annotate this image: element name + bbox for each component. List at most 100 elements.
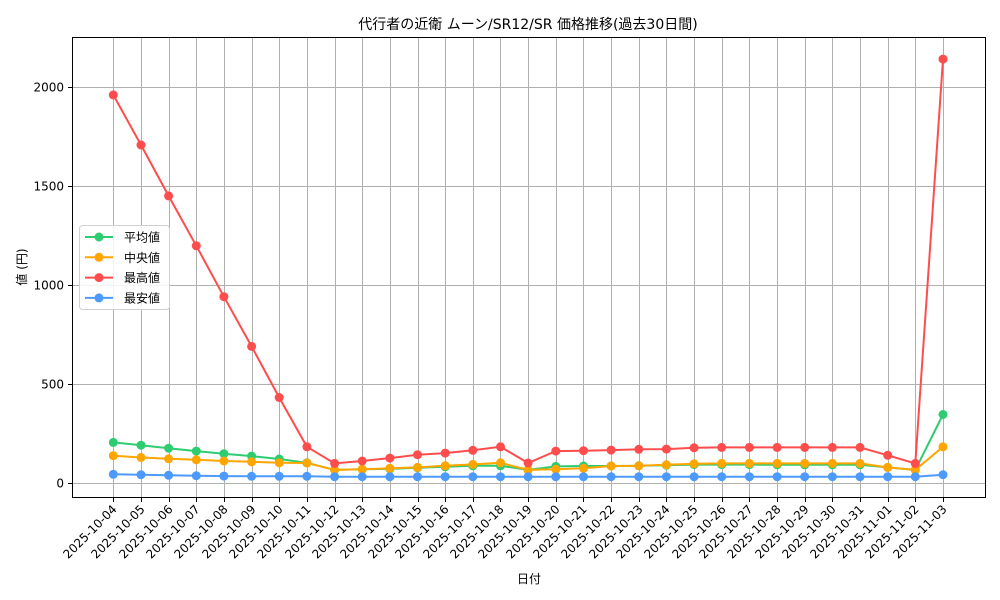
data-point xyxy=(164,443,174,453)
data-point xyxy=(744,442,754,452)
data-point xyxy=(357,472,367,482)
data-point xyxy=(164,191,174,201)
data-point xyxy=(136,440,146,450)
data-point xyxy=(661,444,671,454)
data-point xyxy=(579,446,588,456)
data-point xyxy=(855,458,865,468)
data-point xyxy=(772,458,782,468)
data-point xyxy=(385,453,395,463)
data-point xyxy=(938,54,948,64)
legend-box xyxy=(79,225,170,310)
data-point xyxy=(191,455,201,465)
data-point xyxy=(689,459,699,469)
data-point xyxy=(938,410,948,419)
data-point xyxy=(302,471,312,481)
data-point xyxy=(496,458,505,468)
data-point xyxy=(938,470,948,480)
data-point xyxy=(606,445,616,455)
data-point xyxy=(330,472,340,482)
data-point xyxy=(136,453,146,462)
data-point xyxy=(634,461,644,471)
data-point xyxy=(661,472,671,482)
data-point xyxy=(247,471,257,481)
legend-label: 平均値 xyxy=(124,230,160,245)
data-point xyxy=(717,442,727,452)
y-tick-label: 500 xyxy=(41,378,64,392)
data-point xyxy=(689,443,699,453)
legend-label: 最高値 xyxy=(124,270,160,285)
legend-marker xyxy=(94,252,104,262)
data-point xyxy=(772,472,782,482)
data-point xyxy=(385,463,395,473)
data-point xyxy=(219,292,229,302)
data-point xyxy=(827,442,837,452)
data-point xyxy=(108,451,118,461)
data-point xyxy=(413,462,422,472)
data-point xyxy=(551,446,561,456)
data-point xyxy=(634,472,644,482)
data-point xyxy=(468,459,478,469)
data-point xyxy=(827,458,837,468)
data-point xyxy=(247,457,257,467)
data-point xyxy=(191,241,201,251)
data-point xyxy=(661,460,671,470)
data-point xyxy=(191,471,201,481)
grid-lines xyxy=(72,37,986,498)
data-point xyxy=(855,472,865,482)
data-point xyxy=(219,456,229,466)
data-point xyxy=(551,464,561,474)
data-point xyxy=(744,472,754,482)
data-point xyxy=(496,442,505,452)
data-point xyxy=(800,442,810,452)
data-point xyxy=(606,472,616,482)
data-point xyxy=(440,448,450,458)
data-point xyxy=(883,450,893,460)
data-point xyxy=(800,472,810,482)
series-1 xyxy=(108,442,948,475)
data-point xyxy=(440,472,450,482)
data-point xyxy=(274,393,284,402)
legend-marker xyxy=(94,232,104,242)
y-axis-ticks: 0 500 1000 1500 2000 xyxy=(33,81,73,491)
data-point xyxy=(634,444,644,454)
data-point xyxy=(579,463,588,473)
chart-title: 代行者の近衛 ムーン/SR12/SR 価格推移(過去30日間) xyxy=(358,17,697,33)
data-point xyxy=(302,458,312,468)
series-3 xyxy=(108,469,948,482)
data-point xyxy=(136,140,146,150)
x-axis-ticks: 2025-10-042025-10-052025-10-062025-10-07… xyxy=(60,497,950,561)
legend-marker xyxy=(94,293,104,303)
data-point xyxy=(717,472,727,482)
data-point xyxy=(523,458,533,468)
data-point xyxy=(274,471,284,481)
data-point xyxy=(413,450,422,460)
y-tick-label: 2000 xyxy=(33,81,64,95)
data-point xyxy=(357,456,367,466)
data-point xyxy=(468,472,478,482)
data-point xyxy=(800,458,810,468)
data-point xyxy=(523,465,533,475)
data-point xyxy=(136,470,146,480)
data-point xyxy=(855,442,865,452)
y-tick-label: 0 xyxy=(56,477,64,491)
data-point xyxy=(191,446,201,456)
data-point xyxy=(440,461,450,471)
data-point xyxy=(883,462,893,472)
data-point xyxy=(247,341,257,351)
y-axis-label: 値 (円) xyxy=(14,248,29,285)
data-point xyxy=(744,458,754,468)
legend-label: 中央値 xyxy=(124,250,160,265)
data-point xyxy=(219,471,229,481)
legend-label: 最安値 xyxy=(124,290,160,305)
data-point xyxy=(108,437,118,447)
data-point xyxy=(219,449,229,459)
legend-marker xyxy=(94,273,104,283)
data-point xyxy=(689,472,699,482)
data-point xyxy=(108,469,118,479)
data-point xyxy=(385,472,395,482)
data-point xyxy=(938,442,948,452)
data-point xyxy=(108,90,118,100)
series-lines xyxy=(108,54,948,482)
data-point xyxy=(523,472,533,482)
